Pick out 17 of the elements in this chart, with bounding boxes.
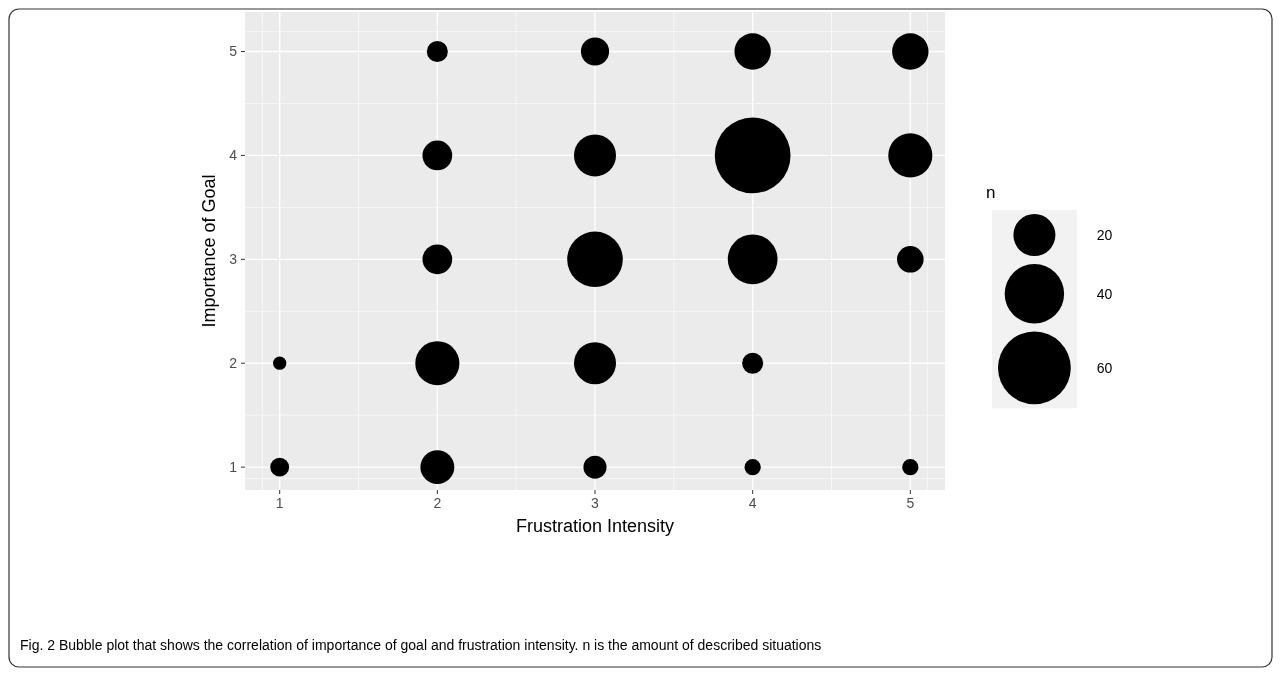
x-tick-label: 5 <box>906 495 915 511</box>
caption: Fig. 2 Bubble plot that shows the correlation of importance of goal and frustration intensity. n is the amount of described situations <box>20 637 822 653</box>
x-tick-label: 2 <box>433 495 442 511</box>
y-tick-label: 4 <box>229 147 238 164</box>
y-tick-label: 1 <box>229 459 238 476</box>
legend-label: 60 <box>1096 359 1113 376</box>
x-tick-label: 3 <box>591 495 600 511</box>
legend-label: 40 <box>1096 285 1113 302</box>
x-tick-label: 1 <box>275 495 284 511</box>
y-tick-label: 5 <box>229 43 238 60</box>
y-tick-label: 3 <box>229 251 238 268</box>
y-tick-label: 2 <box>229 355 238 372</box>
x-tick-label: 4 <box>748 495 757 511</box>
legend-title: n <box>986 183 996 202</box>
x-axis-title: Frustration Intensity <box>515 516 675 536</box>
legend-label: 20 <box>1096 227 1113 244</box>
y-axis-title: Importance of Goal <box>199 174 219 328</box>
